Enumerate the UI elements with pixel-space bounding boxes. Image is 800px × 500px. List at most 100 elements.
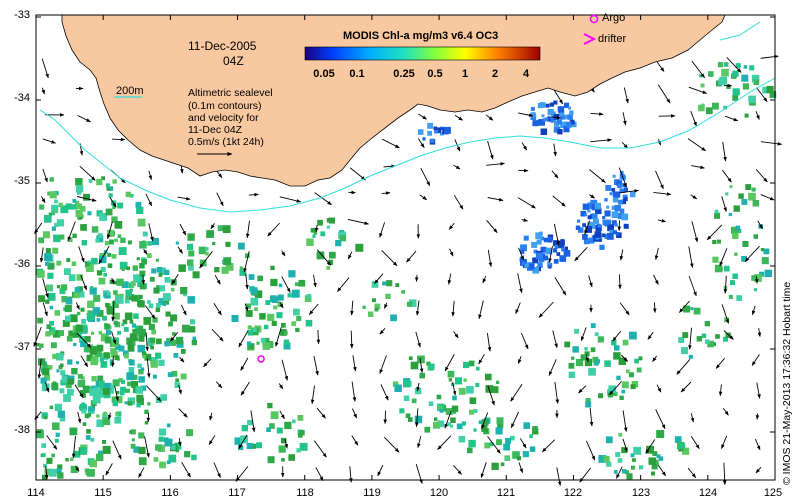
- chl-pixel: [678, 337, 685, 343]
- chl-pixel: [629, 331, 637, 340]
- chl-pixel: [544, 117, 549, 122]
- chl-pixel: [624, 470, 629, 475]
- velocity-arrow: [41, 87, 45, 95]
- velocity-arrow: [655, 170, 664, 190]
- chl-pixel: [90, 437, 95, 442]
- velocity-arrow: [552, 330, 558, 349]
- velocity-arrow: [245, 273, 249, 290]
- velocity-arrow: [419, 357, 424, 374]
- velocity-arrow: [109, 197, 117, 208]
- chl-pixel: [134, 294, 141, 301]
- chl-pixel: [769, 91, 777, 98]
- chl-pixel: [283, 342, 291, 350]
- chl-pixel: [184, 451, 191, 458]
- chl-pixel: [143, 317, 152, 325]
- chl-pixel: [140, 367, 145, 371]
- chl-pixel: [42, 368, 50, 376]
- chl-pixel: [585, 226, 592, 233]
- chl-pixel: [130, 280, 136, 286]
- chl-pixel: [594, 332, 599, 337]
- velocity-arrow: [478, 354, 485, 365]
- chl-pixel: [764, 269, 772, 278]
- chl-pixel: [723, 265, 730, 272]
- chl-pixel: [80, 341, 87, 348]
- chl-pixel: [135, 201, 142, 208]
- velocity-arrow: [138, 467, 145, 478]
- velocity-arrow: [453, 164, 461, 170]
- chl-pixel: [748, 192, 756, 201]
- chl-pixel: [222, 225, 231, 233]
- chl-pixel: [547, 262, 553, 268]
- chl-pixel: [189, 319, 196, 325]
- velocity-arrow: [619, 189, 639, 194]
- chl-pixel: [223, 257, 232, 266]
- chl-pixel: [65, 297, 73, 305]
- chl-pixel: [329, 217, 336, 224]
- chl-pixel: [67, 359, 73, 365]
- velocity-arrow: [487, 385, 495, 406]
- velocity-arrow: [78, 246, 85, 263]
- chl-pixel: [198, 246, 207, 255]
- chl-pixel: [75, 178, 83, 186]
- chl-pixel: [475, 383, 480, 387]
- chl-pixel: [105, 208, 113, 216]
- chl-pixel: [712, 102, 719, 110]
- chl-pixel: [688, 354, 693, 359]
- y-tick-label: -35: [14, 175, 30, 187]
- chl-pixel: [408, 417, 413, 422]
- chl-pixel: [120, 386, 126, 393]
- velocity-arrow: [721, 169, 732, 183]
- velocity-arrow: [755, 111, 760, 120]
- chl-pixel: [611, 188, 616, 192]
- velocity-arrow: [313, 274, 317, 288]
- velocity-arrow: [181, 461, 191, 478]
- chl-pixel: [497, 422, 504, 429]
- chl-pixel: [298, 279, 306, 287]
- chl-pixel: [70, 465, 78, 473]
- chl-pixel: [622, 469, 627, 474]
- chl-pixel: [68, 274, 76, 282]
- chl-pixel: [131, 323, 137, 328]
- chl-pixel: [604, 360, 611, 367]
- velocity-arrow: [145, 332, 149, 352]
- chl-pixel: [617, 458, 623, 463]
- chl-pixel: [147, 402, 151, 406]
- chl-pixel: [563, 250, 571, 257]
- velocity-arrow: [179, 223, 187, 236]
- chl-pixel: [651, 471, 655, 476]
- chl-pixel: [89, 347, 97, 355]
- velocity-arrow: [590, 112, 604, 116]
- velocity-vectors: [33, 54, 783, 487]
- chl-pixel: [127, 240, 132, 245]
- chl-pixel: [95, 238, 100, 243]
- y-tick-label: -36: [14, 258, 30, 270]
- velocity-arrow: [215, 381, 223, 389]
- velocity-arrow: [381, 250, 398, 267]
- chl-pixel: [339, 235, 346, 242]
- chl-pixel: [590, 223, 596, 230]
- chl-pixel: [683, 305, 691, 313]
- chl-pixel: [651, 463, 658, 470]
- chl-pixel: [52, 353, 58, 359]
- chl-pixel: [601, 233, 606, 238]
- chl-pixel: [595, 359, 600, 364]
- chl-pixel: [520, 250, 525, 254]
- velocity-arrow: [105, 463, 113, 476]
- chl-pixel: [700, 83, 705, 88]
- chl-pixel: [85, 344, 93, 353]
- chl-pixel: [622, 194, 628, 200]
- chl-pixel: [153, 457, 159, 462]
- velocity-arrow: [589, 169, 606, 183]
- chl-pixel: [133, 274, 141, 282]
- chl-pixel: [543, 237, 549, 243]
- chl-pixel: [138, 325, 143, 331]
- chl-pixel: [94, 386, 99, 392]
- chl-pixel: [69, 427, 78, 436]
- chl-pixel: [60, 205, 69, 214]
- chl-pixel: [372, 298, 376, 303]
- chl-pixel: [81, 402, 86, 407]
- chl-pixel: [80, 307, 85, 312]
- chl-pixel: [103, 272, 107, 277]
- chl-pixel: [156, 338, 162, 345]
- chl-pixel: [723, 105, 727, 110]
